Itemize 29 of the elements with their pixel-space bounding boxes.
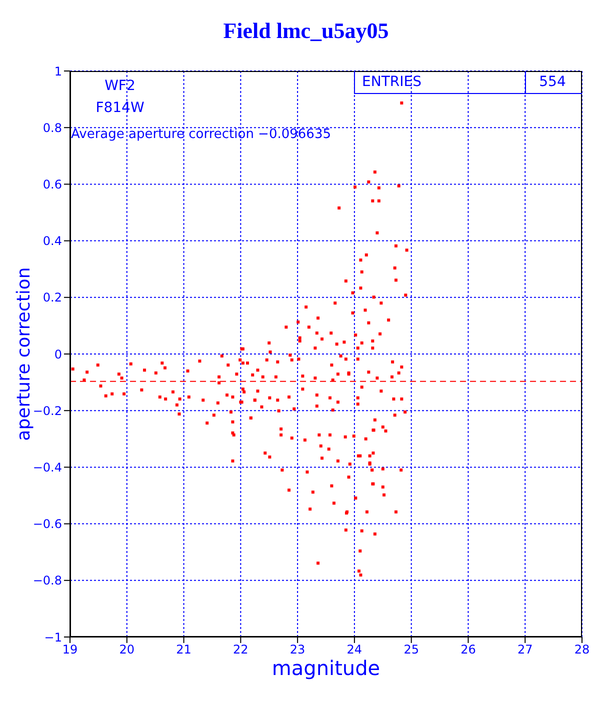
y-axis-title: aperture correction — [14, 267, 34, 441]
y-tick-label: 1 — [54, 64, 62, 78]
y-tick-label: 0.4 — [42, 234, 62, 248]
y-tick-label: 0.8 — [42, 120, 62, 135]
x-tick-label: 25 — [404, 642, 419, 657]
x-tick-label: 21 — [176, 642, 192, 657]
x-tick-label: 19 — [62, 642, 78, 657]
annotation: ENTRIES — [362, 74, 422, 90]
x-tick-label: 20 — [119, 642, 135, 657]
x-tick-label: 28 — [574, 642, 590, 657]
y-tick-label: 0 — [54, 347, 62, 362]
x-tick-label: 26 — [460, 642, 476, 657]
x-tick-label: 24 — [346, 642, 362, 657]
y-tick-label: −0.2 — [32, 404, 62, 418]
x-tick-label: 23 — [290, 642, 306, 657]
x-tick-label: 27 — [517, 642, 533, 657]
y-tick-label: 0.6 — [42, 177, 62, 192]
chart-title: Field lmc_u5ay05 — [222, 18, 390, 44]
annotation: WF2 — [104, 78, 136, 94]
annotation: F814W — [95, 100, 145, 116]
annotation: 554 — [538, 74, 567, 90]
y-tick-label: 0.2 — [42, 290, 62, 305]
y-tick-label: −1 — [44, 630, 62, 644]
y-tick-label: −0.8 — [32, 574, 62, 588]
annotation: Average aperture correction −0.096635 — [71, 127, 332, 142]
y-tick-label: −0.4 — [32, 460, 62, 474]
y-tick-label: −0.6 — [32, 517, 62, 532]
x-tick-label: 22 — [233, 642, 248, 657]
x-axis-title: magnitude — [270, 656, 382, 680]
